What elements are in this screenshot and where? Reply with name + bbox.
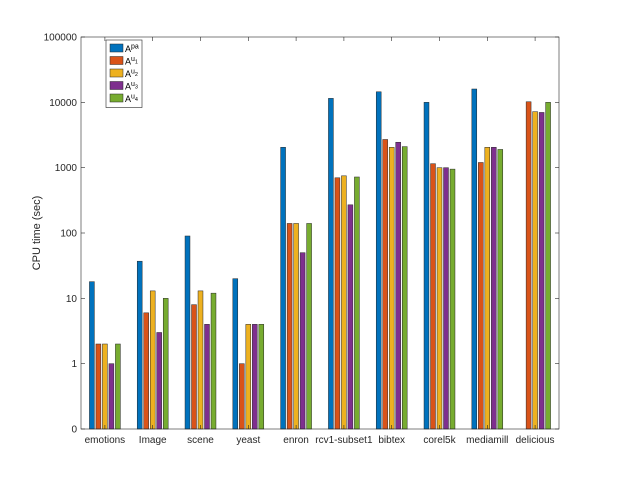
y-tick-label: 100000 <box>44 33 78 44</box>
bar-bibtex-series-3 <box>388 147 395 430</box>
legend-swatch <box>109 81 124 90</box>
bar-emotions-series-5 <box>115 343 121 430</box>
bar-emotions-series-1 <box>89 281 95 430</box>
y-tick-label: 100 <box>60 229 77 240</box>
bar-corel5k-series-1 <box>423 102 430 430</box>
bar-enron-series-1 <box>280 147 286 430</box>
legend-entry-label: Au1 <box>125 56 138 67</box>
bar-delicious-series-3 <box>532 111 538 430</box>
bar-yeast-series-2 <box>239 363 245 430</box>
legend-swatch <box>109 43 124 53</box>
bar-enron-series-2 <box>286 223 293 430</box>
bar-bibtex-series-4 <box>395 141 401 430</box>
bars-layer <box>89 88 551 430</box>
bar-yeast-series-1 <box>232 278 239 430</box>
bar-enron-series-4 <box>299 252 306 430</box>
bar-rcv1-subset1-series-2 <box>334 177 341 430</box>
bar-rcv1-subset1-series-3 <box>341 175 347 430</box>
x-tick-label: yeast <box>236 435 260 446</box>
legend-entry-label: Apa <box>125 44 139 55</box>
x-tick-label: delicious <box>516 435 555 446</box>
x-tick-label: enron <box>283 435 309 446</box>
legend-entry-label: Au2 <box>125 69 138 80</box>
bar-scene-series-3 <box>197 290 204 430</box>
bar-delicious-series-2 <box>525 101 532 430</box>
bar-image-series-1 <box>136 260 143 430</box>
x-tick-label: rcv1-subset1 <box>315 435 373 446</box>
bar-image-series-4 <box>156 332 162 430</box>
bar-corel5k-series-2 <box>430 163 436 430</box>
x-tick-label: Image <box>139 435 167 446</box>
bar-mediamill-series-5 <box>497 149 504 430</box>
bar-image-series-3 <box>149 290 156 430</box>
y-axis-label: CPU time (sec) <box>31 196 43 271</box>
bar-rcv1-subset1-series-1 <box>328 98 334 430</box>
bar-scene-series-4 <box>204 324 210 430</box>
bar-emotions-series-3 <box>102 343 108 430</box>
bar-mediamill-series-2 <box>478 162 484 430</box>
bar-rcv1-subset1-series-4 <box>347 204 354 430</box>
bar-yeast-series-5 <box>258 324 265 430</box>
legend-swatch <box>109 56 124 65</box>
bar-delicious-series-5 <box>545 102 551 430</box>
legend-swatch <box>109 68 124 78</box>
x-tick-label: mediamill <box>466 435 508 446</box>
bar-enron-series-5 <box>306 223 312 430</box>
bar-delicious-series-4 <box>538 112 545 430</box>
bar-scene-series-5 <box>210 292 217 430</box>
bar-mediamill-series-1 <box>471 88 478 430</box>
bar-scene-series-1 <box>184 235 191 430</box>
x-tick-label: scene <box>187 435 214 446</box>
ticks-layer: 0 1 10 100 1000 10000 100000 emotions Image scene… <box>44 33 559 446</box>
y-tick-label: 10000 <box>49 98 77 109</box>
y-tick-label: 1000 <box>55 163 78 174</box>
bar-yeast-series-3 <box>245 324 252 430</box>
y-tick-label: 1 <box>71 359 77 370</box>
bar-image-series-2 <box>143 312 149 430</box>
legend-entry-label: Au4 <box>125 94 138 105</box>
bar-emotions-series-4 <box>108 363 115 430</box>
legend-swatch <box>109 93 124 103</box>
bar-bibtex-series-1 <box>375 91 382 430</box>
bar-scene-series-2 <box>191 304 197 430</box>
y-tick-label: 0 <box>71 425 77 436</box>
bar-yeast-series-4 <box>252 324 258 430</box>
x-tick-label: bibtex <box>378 435 405 446</box>
bar-corel5k-series-4 <box>443 167 449 430</box>
bar-emotions-series-2 <box>95 343 102 430</box>
bar-enron-series-3 <box>293 223 299 430</box>
bar-image-series-5 <box>162 298 169 430</box>
bar-bibtex-series-2 <box>382 139 388 430</box>
legend-entry-label: Au3 <box>125 81 138 92</box>
bar-corel5k-series-5 <box>449 168 456 430</box>
bar-corel5k-series-3 <box>436 167 443 430</box>
x-tick-label: emotions <box>85 435 126 446</box>
bar-bibtex-series-5 <box>401 146 408 430</box>
bar-mediamill-series-4 <box>491 147 497 430</box>
bar-rcv1-subset1-series-5 <box>354 176 360 430</box>
x-tick-label: corel5k <box>423 435 456 446</box>
bar-mediamill-series-3 <box>484 147 491 430</box>
y-tick-label: 10 <box>66 294 78 305</box>
